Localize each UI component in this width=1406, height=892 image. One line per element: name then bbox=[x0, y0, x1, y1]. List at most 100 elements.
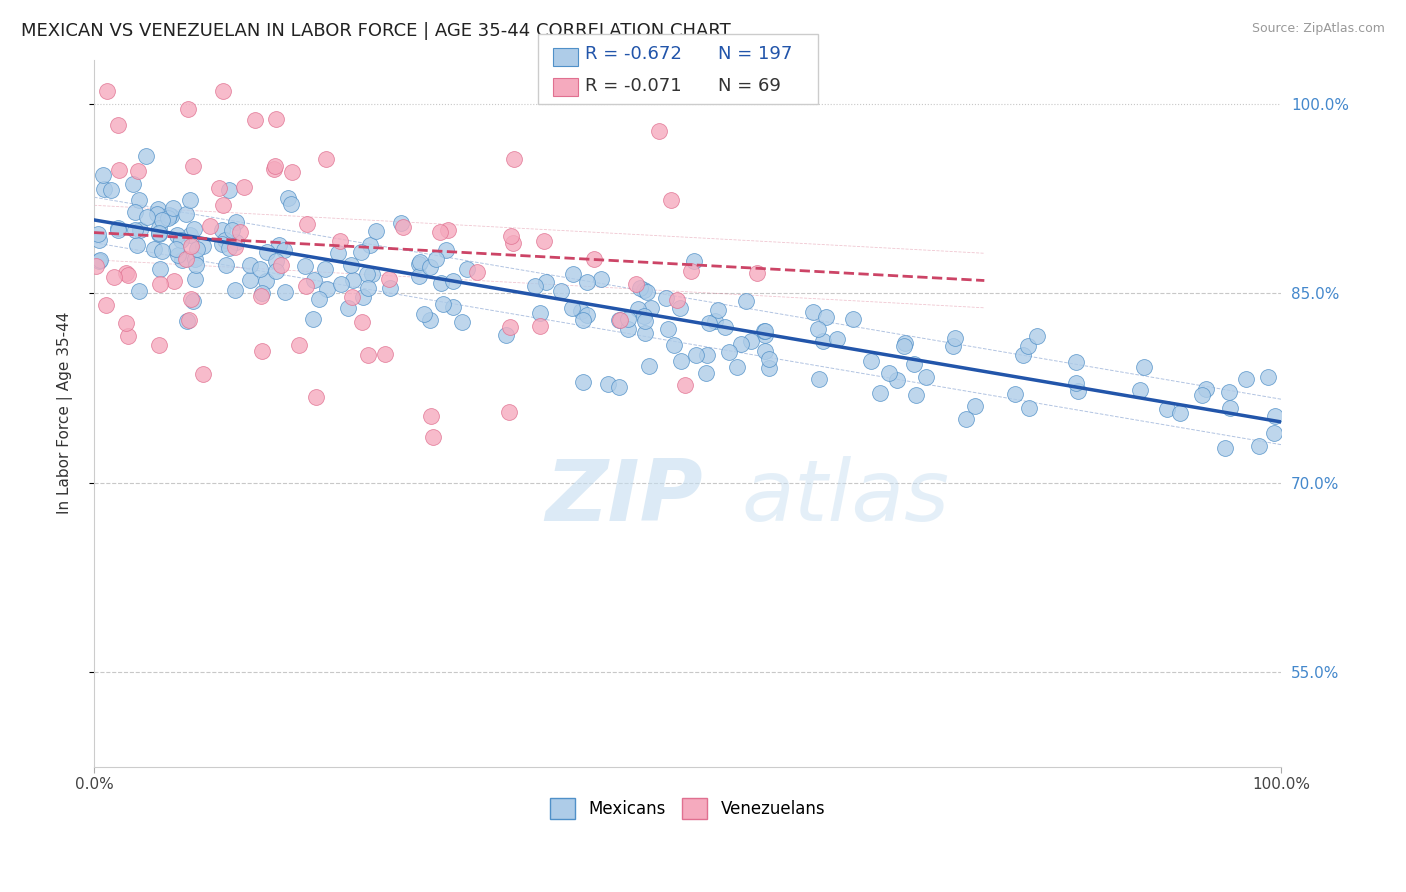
Point bbox=[277, 191, 299, 205]
Point bbox=[243, 112, 266, 127]
Point bbox=[1218, 384, 1240, 399]
Point bbox=[697, 317, 720, 331]
Point bbox=[150, 244, 173, 259]
Point bbox=[127, 164, 149, 178]
Point bbox=[214, 233, 236, 247]
Point bbox=[811, 334, 834, 349]
Point bbox=[499, 229, 522, 244]
Point bbox=[107, 220, 129, 235]
Point bbox=[550, 284, 572, 298]
Point bbox=[571, 375, 593, 389]
Point bbox=[1168, 406, 1191, 420]
Point bbox=[179, 228, 201, 243]
Point bbox=[266, 254, 288, 268]
Point bbox=[87, 253, 110, 268]
Point bbox=[352, 290, 374, 304]
Point bbox=[239, 258, 262, 272]
Point bbox=[357, 348, 380, 362]
Point bbox=[128, 284, 150, 298]
Point bbox=[280, 197, 302, 211]
Point bbox=[179, 313, 201, 327]
Point bbox=[165, 243, 187, 257]
Point bbox=[704, 314, 727, 328]
Point bbox=[211, 236, 233, 251]
Point bbox=[633, 283, 655, 297]
Point bbox=[1263, 425, 1285, 440]
Point bbox=[808, 372, 831, 386]
Point bbox=[869, 386, 891, 401]
Point bbox=[529, 319, 551, 334]
Point bbox=[218, 183, 240, 197]
Point bbox=[451, 315, 474, 329]
Point bbox=[107, 222, 129, 236]
Point bbox=[122, 177, 145, 191]
Point bbox=[465, 265, 488, 279]
Point bbox=[180, 239, 202, 253]
Point bbox=[825, 332, 848, 346]
Point bbox=[328, 245, 350, 260]
Point bbox=[877, 366, 900, 380]
Point bbox=[634, 326, 657, 341]
Point bbox=[374, 347, 396, 361]
Point bbox=[617, 321, 640, 335]
Point bbox=[745, 266, 768, 280]
Point bbox=[717, 344, 740, 359]
Point bbox=[607, 312, 630, 326]
Point bbox=[502, 235, 524, 250]
Point bbox=[430, 276, 453, 290]
Point bbox=[801, 305, 824, 319]
Point bbox=[814, 310, 837, 324]
Point bbox=[1257, 370, 1279, 384]
Point bbox=[679, 264, 702, 278]
Point bbox=[495, 327, 517, 342]
Point bbox=[250, 343, 273, 358]
Point bbox=[498, 405, 520, 419]
Text: atlas: atlas bbox=[741, 457, 949, 540]
Point bbox=[270, 258, 292, 272]
Point bbox=[239, 272, 262, 286]
Point bbox=[170, 253, 193, 268]
Point bbox=[533, 234, 555, 248]
Point bbox=[1064, 376, 1087, 390]
Point bbox=[886, 373, 908, 387]
Point bbox=[706, 303, 728, 318]
Point bbox=[221, 223, 243, 237]
Point bbox=[361, 267, 384, 281]
Point bbox=[160, 210, 183, 224]
Point bbox=[148, 338, 170, 352]
Point bbox=[124, 223, 146, 237]
Point bbox=[572, 313, 595, 327]
Point bbox=[180, 292, 202, 306]
Point bbox=[191, 239, 214, 253]
Point bbox=[666, 293, 689, 307]
Point bbox=[136, 210, 159, 224]
Point bbox=[754, 327, 776, 342]
Point bbox=[301, 311, 323, 326]
Point bbox=[1018, 401, 1040, 415]
Point bbox=[575, 308, 598, 322]
Point bbox=[254, 275, 277, 289]
Point bbox=[281, 165, 304, 179]
Point bbox=[314, 262, 336, 277]
Point bbox=[378, 281, 401, 295]
Point bbox=[266, 264, 288, 278]
Point bbox=[432, 297, 454, 311]
Point bbox=[419, 409, 441, 423]
Text: N = 197: N = 197 bbox=[718, 45, 793, 63]
Point bbox=[1017, 339, 1039, 353]
Point bbox=[914, 370, 936, 384]
Point bbox=[859, 354, 882, 368]
Point bbox=[224, 283, 246, 297]
Point bbox=[359, 238, 381, 252]
Point bbox=[340, 290, 363, 304]
Point bbox=[575, 275, 598, 289]
Point bbox=[1234, 372, 1257, 386]
Point bbox=[316, 282, 339, 296]
Point bbox=[943, 331, 966, 345]
Point bbox=[561, 301, 583, 315]
Point bbox=[662, 337, 685, 351]
Point bbox=[337, 301, 360, 315]
Point bbox=[673, 378, 696, 392]
Point bbox=[408, 257, 430, 271]
Point bbox=[534, 275, 557, 289]
